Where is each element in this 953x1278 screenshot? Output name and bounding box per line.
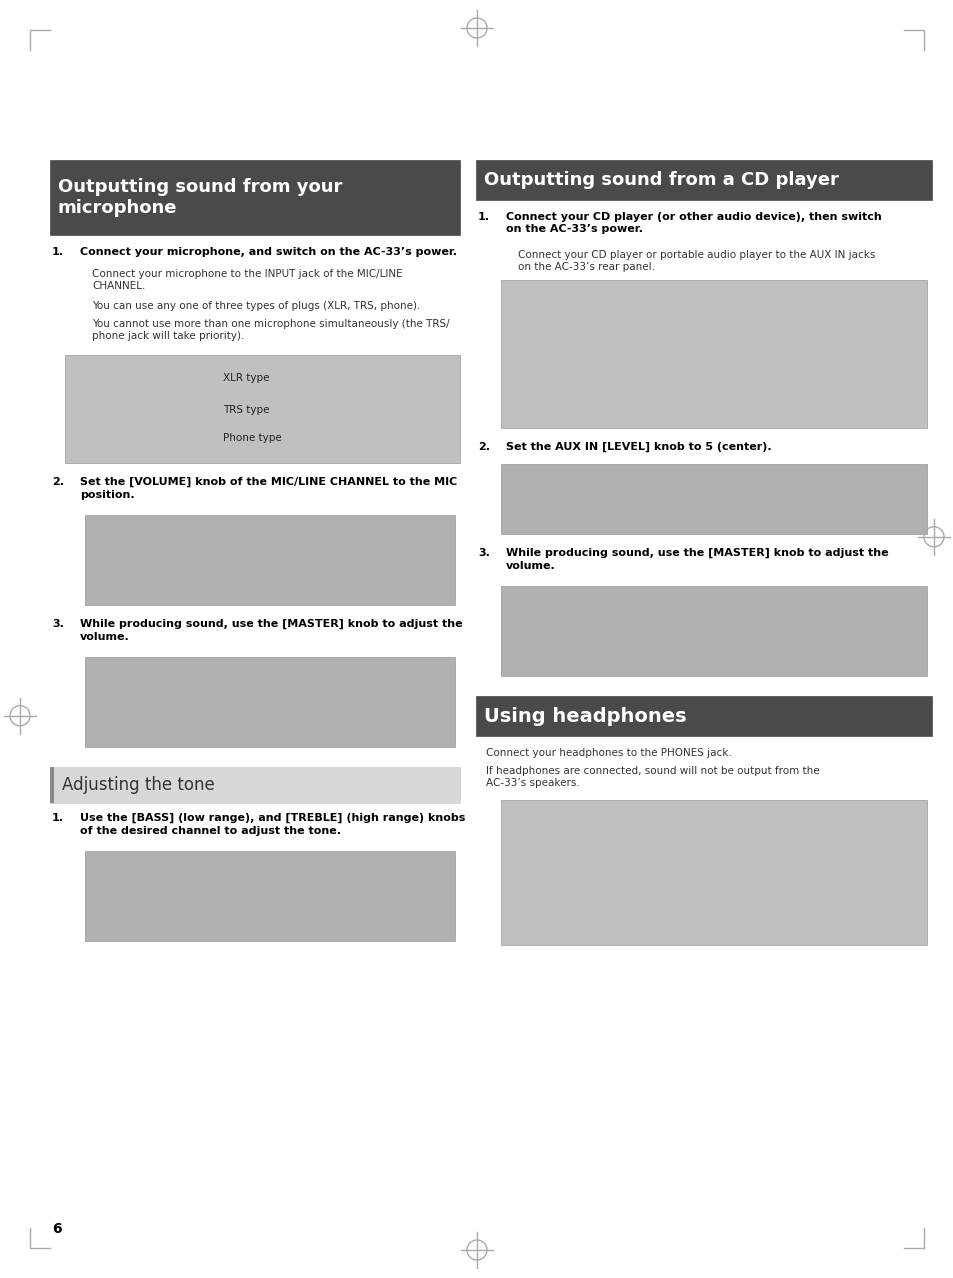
Text: You cannot use more than one microphone simultaneously (the TRS/
phone jack will: You cannot use more than one microphone … — [91, 320, 449, 341]
Text: Connect your microphone to the INPUT jack of the MIC/LINE
CHANNEL.: Connect your microphone to the INPUT jac… — [91, 268, 402, 291]
Text: 2.: 2. — [477, 442, 490, 452]
Bar — [50, 767, 459, 803]
Bar — [65, 355, 459, 463]
Text: Set the [VOLUME] knob of the MIC/LINE CHANNEL to the MIC
position.: Set the [VOLUME] knob of the MIC/LINE CH… — [80, 477, 456, 500]
Text: Outputting sound from a CD player: Outputting sound from a CD player — [483, 171, 838, 189]
Text: Connect your headphones to the PHONES jack.: Connect your headphones to the PHONES ja… — [485, 748, 731, 758]
Text: Set the AUX IN [LEVEL] knob to 5 (center).: Set the AUX IN [LEVEL] knob to 5 (center… — [505, 442, 771, 452]
Text: 1.: 1. — [477, 212, 490, 222]
Text: 3.: 3. — [52, 619, 64, 629]
Bar — [85, 657, 455, 748]
Bar — [500, 464, 926, 534]
Text: 2.: 2. — [52, 477, 64, 487]
Bar — [476, 697, 931, 736]
Text: Outputting sound from your
microphone: Outputting sound from your microphone — [58, 178, 342, 217]
Text: 6: 6 — [52, 1222, 62, 1236]
Text: 1.: 1. — [52, 813, 64, 823]
Text: TRS type: TRS type — [223, 405, 269, 415]
Bar — [50, 767, 54, 803]
Text: Use the [BASS] (low range), and [TREBLE] (high range) knobs
of the desired chann: Use the [BASS] (low range), and [TREBLE]… — [80, 813, 465, 836]
Bar — [500, 280, 926, 428]
Text: Connect your microphone, and switch on the AC-33’s power.: Connect your microphone, and switch on t… — [80, 247, 456, 257]
Text: If headphones are connected, sound will not be output from the
AC-33’s speakers.: If headphones are connected, sound will … — [485, 766, 819, 789]
Text: Connect your CD player or portable audio player to the AUX IN jacks
on the AC-33: Connect your CD player or portable audio… — [517, 250, 875, 272]
Text: Using headphones: Using headphones — [483, 707, 686, 726]
Text: Adjusting the tone: Adjusting the tone — [62, 776, 214, 794]
Bar — [500, 800, 926, 944]
Bar — [500, 587, 926, 676]
Bar — [85, 515, 455, 604]
Bar — [85, 851, 455, 941]
Text: While producing sound, use the [MASTER] knob to adjust the
volume.: While producing sound, use the [MASTER] … — [505, 548, 887, 571]
Text: 3.: 3. — [477, 548, 489, 558]
Text: XLR type: XLR type — [223, 373, 269, 383]
Bar — [50, 160, 459, 235]
Text: You can use any one of three types of plugs (XLR, TRS, phone).: You can use any one of three types of pl… — [91, 302, 420, 311]
Bar — [476, 160, 931, 199]
Text: Connect your CD player (or other audio device), then switch
on the AC-33’s power: Connect your CD player (or other audio d… — [505, 212, 881, 234]
Text: Phone type: Phone type — [223, 433, 281, 443]
Text: 1.: 1. — [52, 247, 64, 257]
Text: While producing sound, use the [MASTER] knob to adjust the
volume.: While producing sound, use the [MASTER] … — [80, 619, 462, 642]
